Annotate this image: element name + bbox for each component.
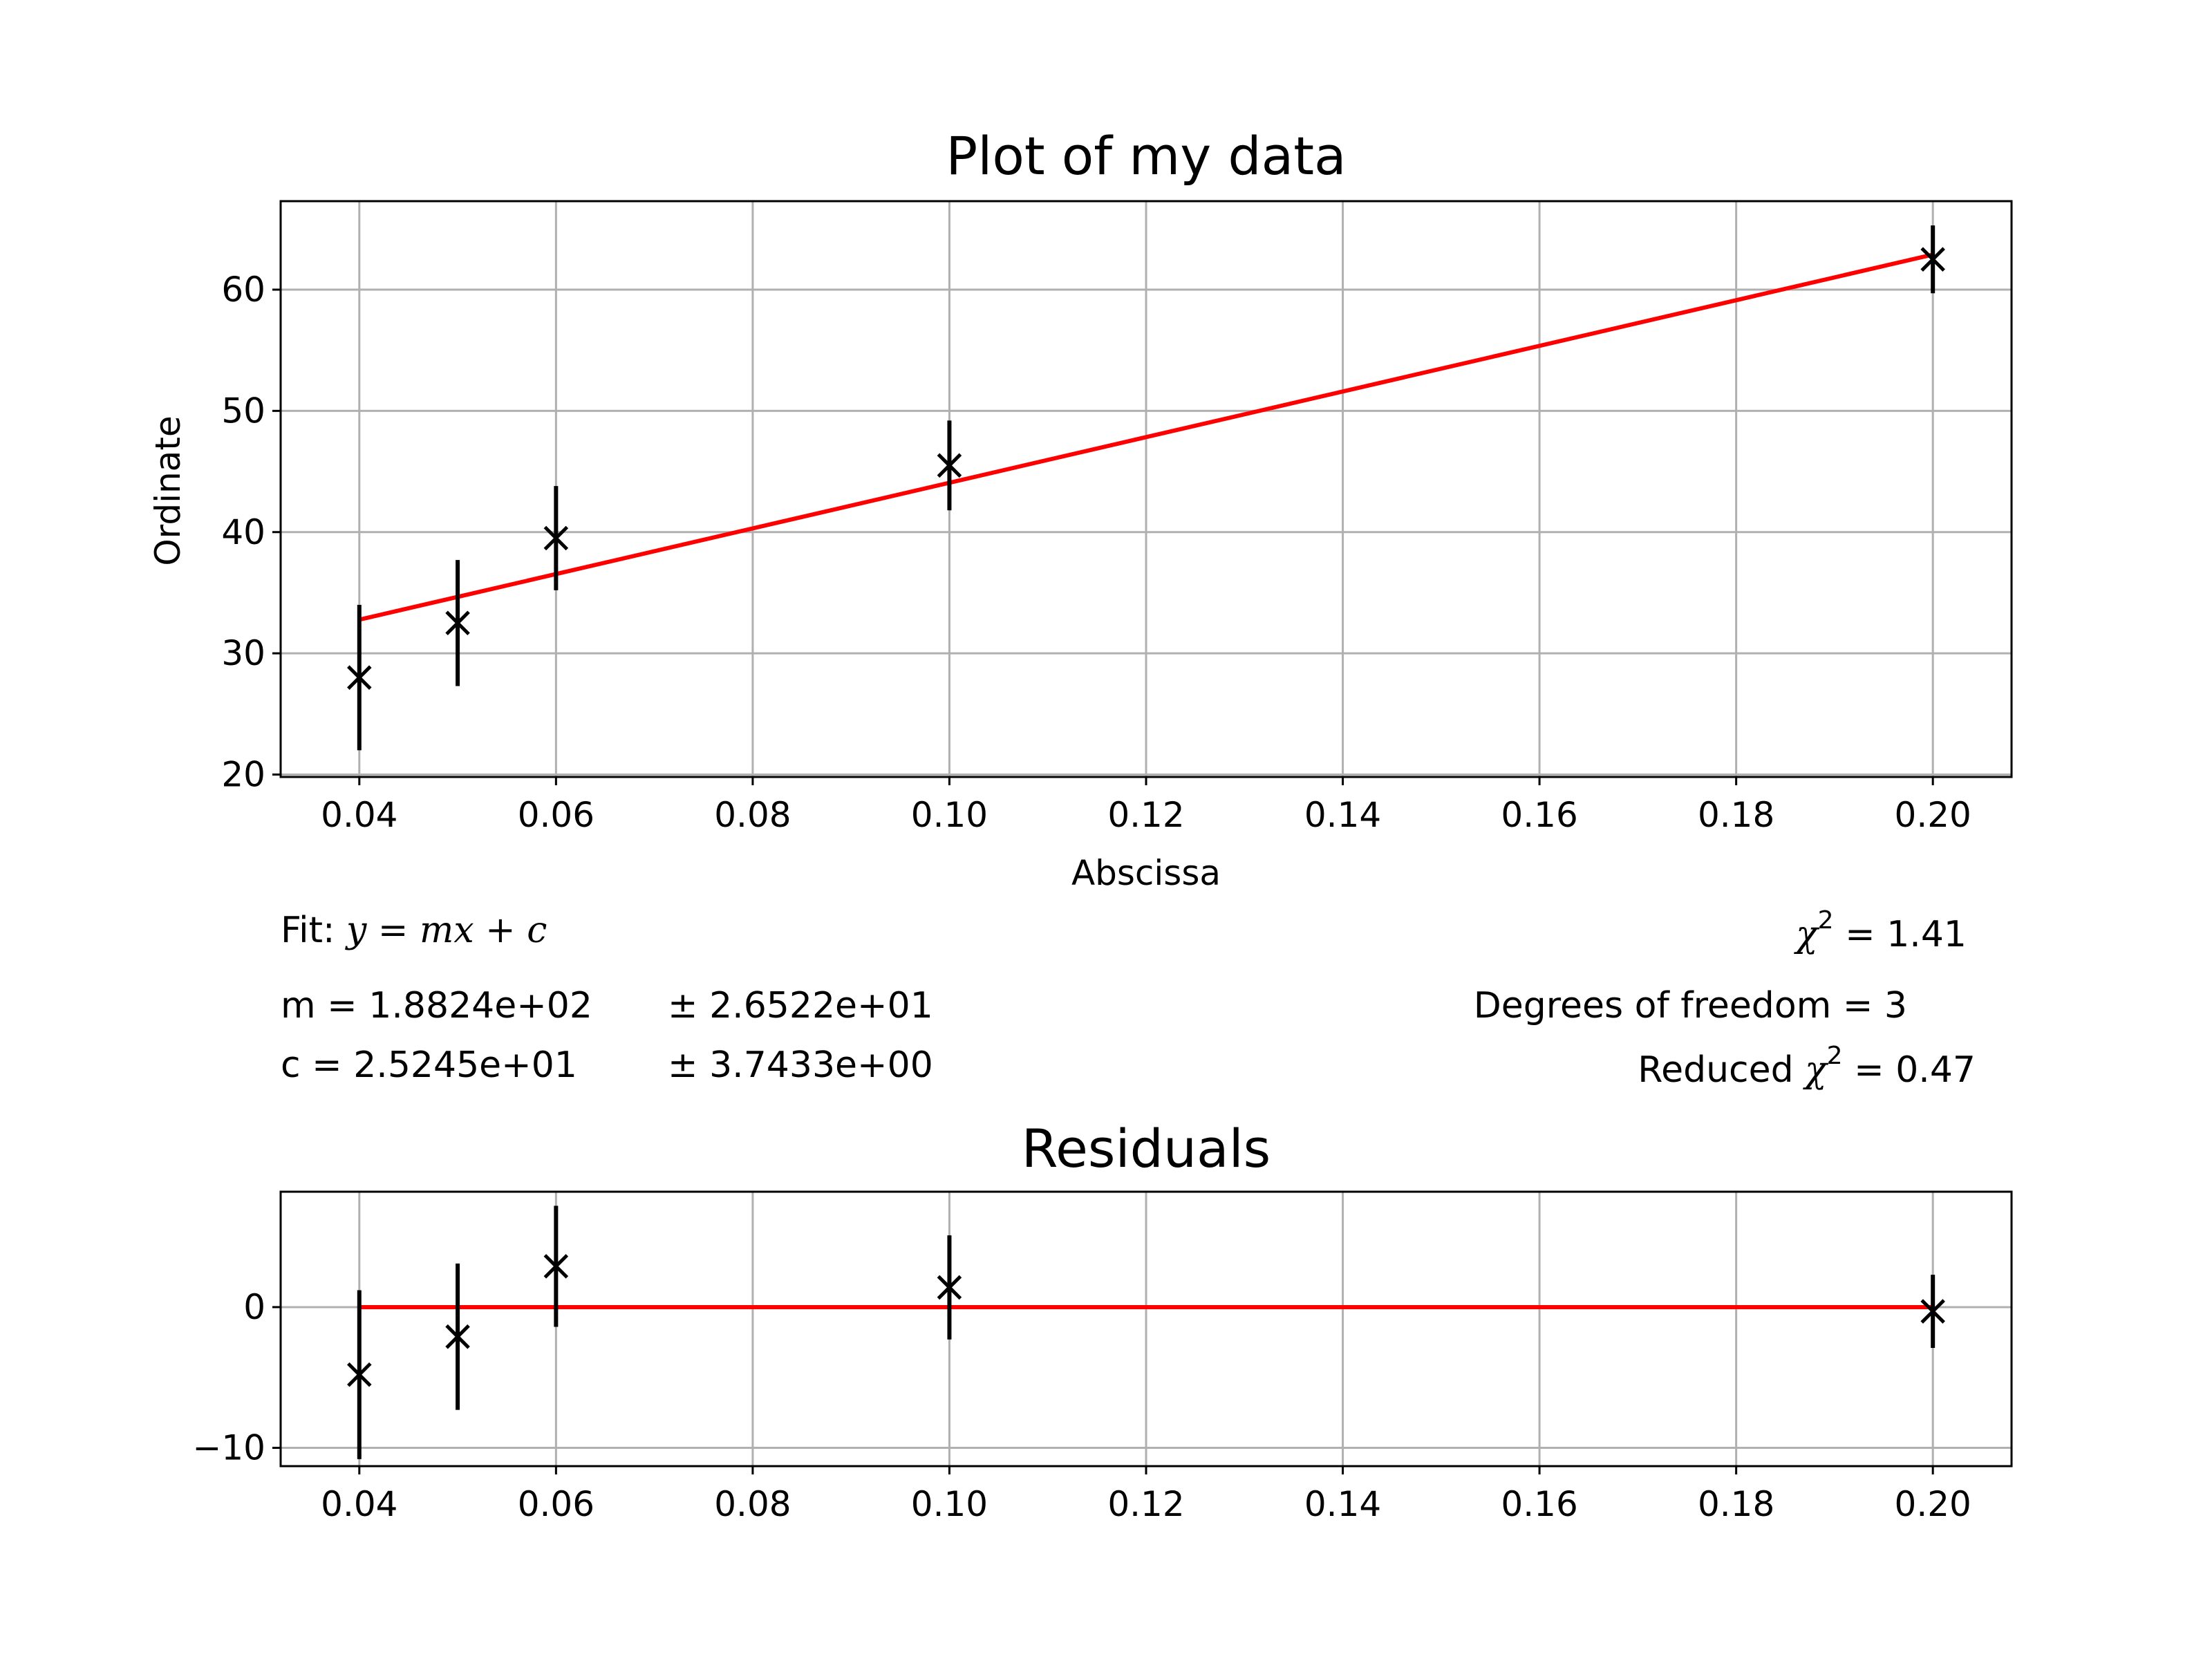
main-plot-marks [347,225,1945,751]
residuals-plot-data-point [347,1362,372,1387]
main-plot-y-tick-label: 60 [221,270,265,310]
residuals-plot-y-ticks: −10 0 [192,1287,281,1468]
chi-squared: χ2 = 1.41 [1793,906,1967,955]
residuals-plot-y-tick-label: 0 [243,1287,265,1327]
residuals-plot-data-point [937,1275,962,1300]
m-uncertainty: ± 2.6522e+01 [668,985,933,1027]
main-plot-data-point [543,525,569,551]
main-plot-y-tick-label: 40 [221,512,265,552]
main-plot-x-tick-label: 0.18 [1698,795,1774,835]
main-plot-data-point [1920,247,1945,272]
fit-info: Fit: y = mx + c m = 1.8824e+02 ± 2.6522e… [281,906,1976,1091]
reduced-chi-squared: Reduced χ2 = 0.47 [1638,1042,1976,1091]
residuals-plot-data-point [1920,1299,1945,1324]
reduced-chi-squared-prefix: Reduced [1638,1049,1805,1091]
chi-squared-value: = 1.41 [1834,914,1967,955]
main-plot-data-point [347,665,372,690]
main-plot-x-tick-label: 0.12 [1107,795,1184,835]
main-plot-x-tick-label: 0.20 [1895,795,1971,835]
main-plot-y-tick-label: 30 [221,633,265,673]
residuals-plot: Residuals 0.04 0.06 0.08 0.10 0.12 0.14 0.16 0.… [192,1118,2013,1524]
main-plot-x-tick-label: 0.10 [911,795,988,835]
residuals-plot-x-tick-label: 0.20 [1895,1484,1971,1524]
residuals-plot-x-tick-label: 0.16 [1501,1484,1577,1524]
main-plot-x-tick-label: 0.04 [321,795,397,835]
main-plot-y-tick-label: 50 [221,391,265,431]
residuals-plot-x-tick-label: 0.12 [1107,1484,1184,1524]
main-plot-y-label: Ordinate [148,415,188,565]
main-plot-x-tick-label: 0.14 [1304,795,1381,835]
residuals-plot-x-tick-label: 0.08 [714,1484,791,1524]
main-plot-x-tick-label: 0.08 [714,795,791,835]
main-plot-x-ticks: 0.04 0.06 0.08 0.10 0.12 0.14 0.16 0.18 0.20 [321,777,1971,835]
c-uncertainty: ± 3.7433e+00 [668,1044,933,1086]
main-plot-x-tick-label: 0.06 [518,795,594,835]
fit-prefix: Fit: [281,910,346,951]
main-plot-grid [281,201,2012,777]
reduced-chi-squared-value: = 0.47 [1843,1049,1976,1091]
main-plot-title: Plot of my data [946,125,1346,187]
residuals-plot-x-tick-label: 0.14 [1304,1484,1381,1524]
residuals-plot-marks [347,1206,1945,1459]
main-plot-fit-line [359,252,1933,622]
chi-squared-symbol: χ [1793,914,1820,955]
degrees-of-freedom: Degrees of freedom = 3 [1474,985,1907,1027]
residuals-plot-x-tick-label: 0.18 [1698,1484,1774,1524]
reduced-chi-squared-sup: 2 [1827,1042,1843,1070]
residuals-plot-x-tick-label: 0.04 [321,1484,397,1524]
fit-formula: y = mx + c [345,910,547,951]
fit-formula-line: Fit: y = mx + c [281,910,547,951]
main-plot-data-point [937,453,962,478]
main-plot-x-tick-label: 0.16 [1501,795,1577,835]
chi-squared-sup: 2 [1818,906,1834,935]
main-plot: Plot of my data 0.04 0.06 0.08 0.10 0.12 0.14… [148,125,2013,893]
main-plot-y-tick-label: 20 [221,754,265,794]
residuals-plot-x-ticks: 0.04 0.06 0.08 0.10 0.12 0.14 0.16 0.18 0.20 [321,1466,1971,1524]
m-value: m = 1.8824e+02 [281,985,592,1027]
main-plot-x-label: Abscissa [1071,853,1221,893]
residuals-plot-x-tick-label: 0.06 [518,1484,594,1524]
reduced-chi-squared-symbol: χ [1802,1049,1829,1091]
main-plot-y-ticks: 20 30 40 50 60 [221,270,281,794]
residuals-plot-y-tick-label: −10 [192,1428,265,1468]
c-value: c = 2.5245e+01 [281,1044,577,1086]
residuals-plot-x-tick-label: 0.10 [911,1484,988,1524]
residuals-plot-title: Residuals [1022,1118,1271,1179]
residuals-plot-data-point [445,1324,470,1349]
main-plot-data-point [445,610,470,636]
residuals-plot-data-point [543,1254,569,1279]
